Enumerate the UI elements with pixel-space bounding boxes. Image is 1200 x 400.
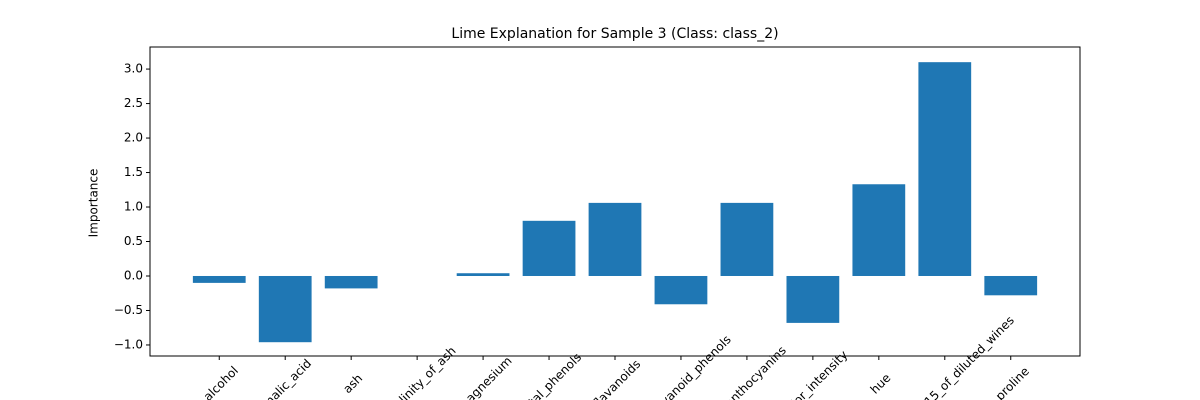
bar [588,202,642,276]
bar [720,202,774,276]
bar [786,275,840,323]
x-tick-label: malic_acid [260,356,315,400]
bar [456,273,510,276]
y-tick-label: 3.0 [124,62,143,76]
bar [918,62,972,276]
y-tick-label: 0.5 [124,234,143,248]
x-tick-label: ash [340,371,365,396]
bar [654,275,708,305]
x-tick-label: total_phenols [517,350,584,400]
x-tick-label: alcalinity_of_ash [379,344,459,400]
x-tick-label: alcohol [201,364,241,400]
y-axis-label: Importance [87,169,101,238]
y-tick-label: 1.0 [124,200,143,214]
bar [984,275,1038,296]
bar [852,184,906,276]
bar [522,220,576,276]
plot-frame [149,46,1081,357]
y-tick-label: 1.5 [124,165,143,179]
chart-title: Lime Explanation for Sample 3 (Class: cl… [451,26,778,42]
y-tick-label: 2.5 [124,96,143,110]
y-tick-label: −1.0 [114,337,143,351]
y-tick-label: −0.5 [114,303,143,317]
y-tick-label: 0.0 [124,268,143,282]
y-tick-label: 2.0 [124,131,143,145]
x-tick-label: flavanoids [590,357,643,400]
x-tick-label: od280/od315_of_diluted_wines [876,313,1017,400]
x-tick-label: magnesium [455,354,515,400]
x-tick-label: proline [993,364,1032,400]
bar [258,275,312,343]
x-tick-label: hue [868,371,894,397]
bar [324,275,378,289]
bar [192,275,246,283]
x-tick-label: nonflavanoid_phenols [631,332,734,400]
